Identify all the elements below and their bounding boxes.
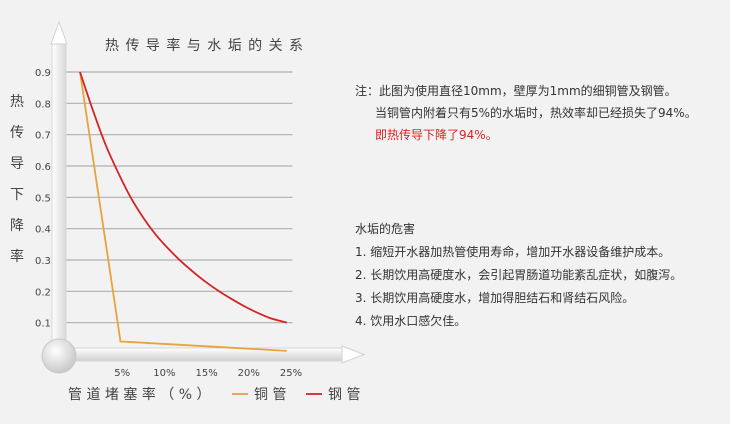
x-tick-label: 15% (195, 368, 217, 379)
y-tick-label: 0.1 (35, 319, 51, 330)
legend: 铜 管钢 管 (232, 387, 360, 403)
y-axis-label-char: 率 (10, 248, 24, 265)
note-block: 注：此图为使用直径10mm，壁厚为1mm的细铜管及钢管。 当铜管内附着只有5%的… (355, 80, 697, 146)
x-tick-label: 5% (114, 368, 130, 379)
y-tick-label: 0.8 (35, 99, 51, 110)
y-axis-label-char: 降 (10, 218, 24, 234)
note-line-3: 即热传导下降了94%。 (375, 128, 498, 142)
y-tick-label: 0.3 (35, 256, 51, 267)
y-tick-label: 0.7 (35, 131, 51, 142)
x-axis (61, 347, 345, 362)
y-tick-label: 0.5 (35, 193, 51, 204)
hazard-block: 水垢的危害 1. 缩短开水器加热管使用寿命，增加开水器设备维护成本。 2. 长期… (355, 218, 682, 333)
note-line-1: 注：此图为使用直径10mm，壁厚为1mm的细铜管及钢管。 (355, 84, 677, 98)
y-tick-label: 0.4 (35, 225, 51, 236)
y-axis (51, 41, 67, 348)
series-line (79, 71, 287, 352)
hazard-title: 水垢的危害 (355, 222, 416, 236)
x-axis-arrow (341, 345, 366, 364)
x-tick-label: 20% (238, 368, 260, 379)
x-tick-label: 25% (280, 368, 302, 379)
chart-title: 热 传 导 率 与 水 垢 的 关 系 (105, 37, 304, 54)
y-axis-label-char: 传 (10, 125, 24, 141)
x-axis-label: 管 道 堵 塞 率 （ % ） (68, 386, 210, 403)
hazard-item: 4. 饮用水口感欠佳。 (355, 314, 467, 328)
y-axis-arrow (50, 20, 68, 45)
y-axis-label-char: 热 (10, 94, 24, 110)
hazard-item: 1. 缩短开水器加热管使用寿命，增加开水器设备维护成本。 (355, 245, 671, 259)
y-tick-label: 0.9 (35, 68, 51, 79)
note-line-2: 当铜管内附着只有5%的水垢时，热效率却已经损失了94%。 (375, 106, 697, 120)
y-axis-label-char: 下 (10, 187, 24, 203)
axis-origin-knob (41, 338, 77, 374)
y-axis-label-char: 导 (10, 156, 24, 172)
legend-label: 铜 管 (254, 387, 286, 403)
y-tick-label: 0.2 (35, 287, 51, 298)
hazard-item: 2. 长期饮用高硬度水，会引起胃肠道功能紊乱症状，如腹泻。 (355, 268, 683, 282)
y-tick-label: 0.6 (35, 162, 51, 173)
legend-label: 钢 管 (328, 387, 360, 403)
series-line (79, 71, 288, 324)
x-tick-label: 10% (153, 368, 175, 379)
hazard-item: 3. 长期饮用高硬度水，增加得胆结石和肾结石风险。 (355, 291, 635, 305)
